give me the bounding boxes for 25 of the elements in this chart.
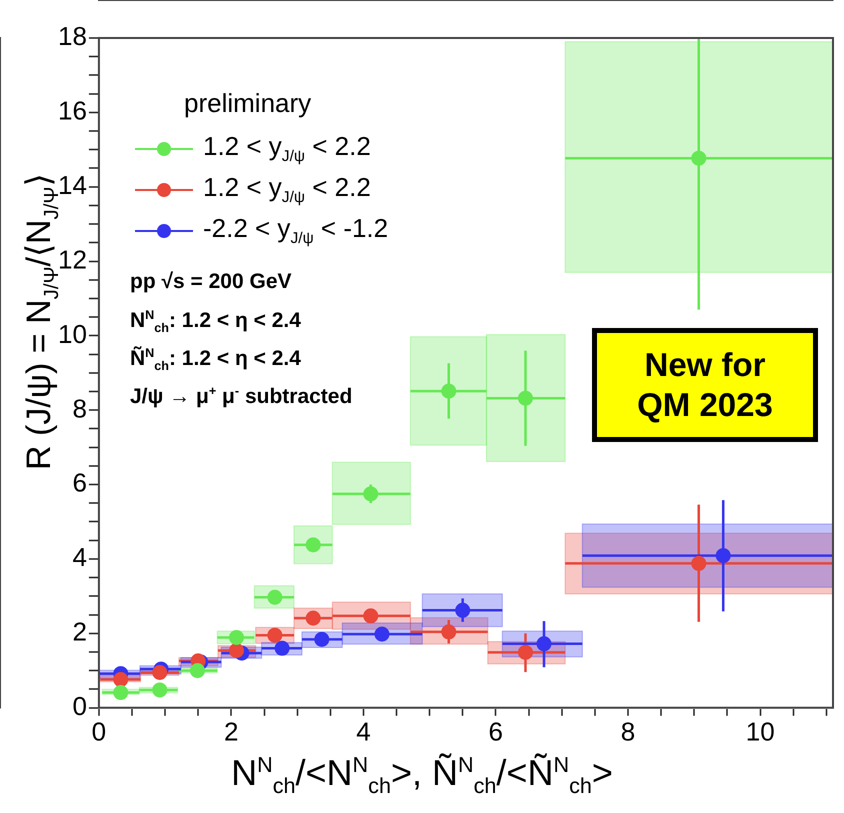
y-tick-label: 0 (72, 690, 87, 721)
annotation: preliminary (184, 88, 312, 119)
annotation: pp √s = 200 GeV (130, 270, 293, 295)
text: N$^{N}$$_{ch}$/<N$^{N}$$_{ch}$>, Ñ$^{N}$$_{ch}$/<Ñ$^{N}$$_{ch}$> (231, 752, 613, 798)
annotation: New for QM 2023 (592, 328, 818, 442)
annotation: J/ψ → μ$^{+}$ μ$^{-}$ subtracted (130, 384, 352, 410)
x-tick-label: 10 (746, 716, 775, 747)
x-tick-label: 2 (224, 716, 238, 747)
legend-label: -2.2 < y$_{J/ψ}$ < -1.2 (203, 212, 388, 248)
x-tick-label: 8 (620, 716, 636, 747)
y-tick-label: 2 (72, 616, 87, 647)
x-tick-label: 0 (92, 716, 106, 747)
x-tick-label: 6 (488, 716, 503, 747)
y-tick-label: 12 (58, 244, 87, 274)
annotation: Ñ$^{N}$$_{ch}$: 1.2 < η < 2.4 (130, 346, 302, 376)
y-tick-label: 14 (58, 170, 87, 200)
legend-label: 1.2 < y$_{J/ψ}$ < 2.2 (203, 172, 371, 208)
y-tick-label: 6 (72, 468, 87, 498)
y-tick-label: 8 (72, 393, 87, 424)
y-tick-label: 16 (58, 96, 87, 126)
x-tick-label: 4 (356, 716, 371, 747)
legend-label: 1.2 < y$_{J/ψ}$ < 2.2 (203, 130, 371, 166)
annotation: N$^{N}$$_{ch}$: 1.2 < η < 2.4 (130, 308, 302, 338)
y-tick-label: 18 (58, 21, 87, 52)
y-tick-label: 4 (72, 542, 87, 572)
